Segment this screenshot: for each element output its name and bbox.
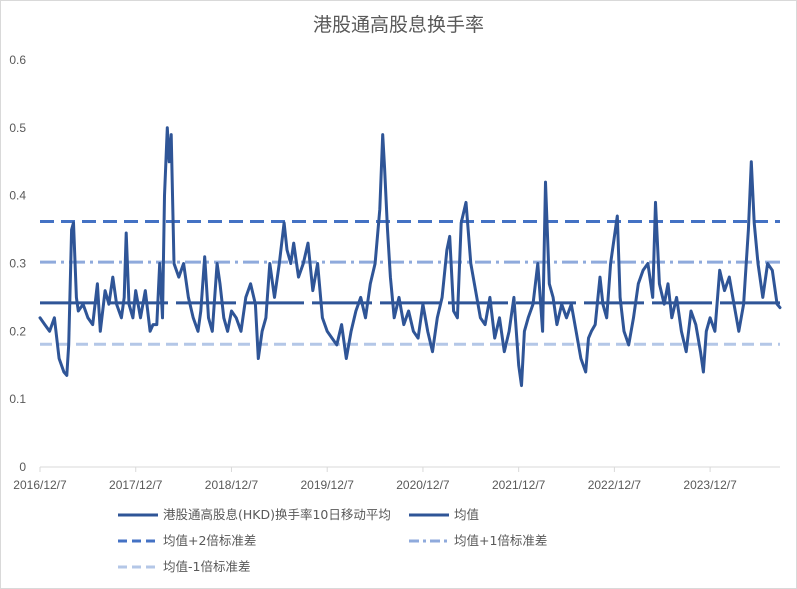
x-tick-label: 2019/12/7 — [300, 478, 354, 492]
x-tick-label: 2016/12/7 — [13, 478, 67, 492]
y-tick-label: 0.3 — [9, 257, 26, 271]
y-tick-label: 0.1 — [9, 392, 26, 406]
legend-plus2sd-label: 均值+2倍标准差 — [163, 533, 256, 548]
y-tick-label: 0.6 — [9, 53, 26, 67]
legend-plus1sd-label: 均值+1倍标准差 — [454, 533, 547, 548]
x-tick-label: 2022/12/7 — [588, 478, 642, 492]
y-tick-label: 0.5 — [9, 121, 26, 135]
x-tick-label: 2018/12/7 — [205, 478, 259, 492]
legend-mean-label: 均值 — [454, 507, 479, 522]
x-tick-label: 2021/12/7 — [492, 478, 546, 492]
chart-title: 港股通高股息换手率 — [312, 14, 484, 36]
x-tick-label: 2023/12/7 — [683, 478, 737, 492]
x-tick-label: 2020/12/7 — [396, 478, 450, 492]
y-tick-label: 0 — [19, 460, 26, 474]
legend-turnover-label: 港股通高股息(HKD)换手率10日移动平均 — [163, 507, 391, 522]
x-tick-label: 2017/12/7 — [109, 478, 163, 492]
y-tick-label: 0.2 — [9, 324, 26, 338]
y-tick-label: 0.4 — [9, 189, 26, 203]
turnover-series-line — [38, 126, 782, 388]
legend-minus1sd-label: 均值-1倍标准差 — [163, 559, 250, 574]
